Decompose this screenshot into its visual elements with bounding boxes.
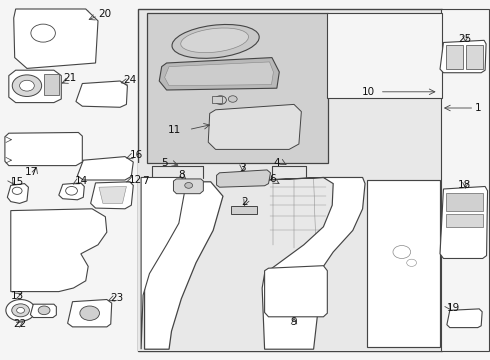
Text: 24: 24 (123, 75, 137, 85)
Text: 7: 7 (143, 176, 149, 186)
Polygon shape (9, 70, 61, 103)
Text: 11: 11 (168, 125, 181, 135)
Polygon shape (440, 40, 486, 73)
Text: 15: 15 (11, 177, 24, 187)
Polygon shape (30, 304, 56, 318)
Text: 1: 1 (474, 103, 481, 113)
Polygon shape (145, 182, 223, 349)
Circle shape (12, 75, 42, 96)
Text: 17: 17 (25, 167, 39, 177)
Text: 13: 13 (11, 291, 24, 301)
Circle shape (215, 96, 226, 104)
Polygon shape (141, 177, 186, 349)
Polygon shape (217, 170, 270, 187)
Text: 3: 3 (239, 163, 246, 173)
Bar (231, 206, 257, 214)
Bar (212, 96, 222, 103)
Bar (44, 74, 59, 95)
Bar (147, 13, 328, 163)
Bar (138, 163, 442, 351)
Polygon shape (14, 9, 98, 68)
Bar (446, 193, 483, 211)
Circle shape (6, 300, 35, 321)
Text: 9: 9 (291, 317, 297, 327)
Text: 25: 25 (458, 34, 471, 44)
Polygon shape (447, 309, 482, 328)
Bar (446, 214, 483, 227)
Ellipse shape (172, 24, 259, 58)
Text: 6: 6 (270, 174, 276, 184)
Text: 14: 14 (74, 176, 88, 186)
Bar (466, 45, 483, 69)
Text: 20: 20 (98, 9, 111, 19)
Polygon shape (440, 186, 488, 258)
Polygon shape (159, 58, 279, 90)
Text: 16: 16 (130, 150, 143, 160)
Text: 10: 10 (362, 87, 375, 97)
Polygon shape (5, 132, 82, 166)
Bar (138, 9, 442, 351)
Polygon shape (68, 300, 112, 327)
Polygon shape (76, 81, 127, 107)
Bar (327, 13, 442, 98)
Polygon shape (59, 183, 84, 200)
Circle shape (80, 306, 99, 320)
Text: 23: 23 (110, 293, 123, 303)
Text: 5: 5 (161, 158, 168, 168)
Bar (441, 9, 489, 351)
Circle shape (185, 183, 193, 188)
Polygon shape (91, 182, 133, 209)
Polygon shape (265, 266, 327, 317)
Text: 18: 18 (458, 180, 471, 190)
Circle shape (38, 306, 50, 315)
Text: 22: 22 (13, 319, 26, 329)
Polygon shape (7, 184, 28, 203)
Circle shape (20, 80, 34, 91)
Circle shape (12, 304, 29, 317)
Polygon shape (165, 62, 273, 86)
Circle shape (228, 96, 237, 102)
Text: 21: 21 (64, 73, 77, 84)
Circle shape (17, 307, 24, 313)
Text: 4: 4 (273, 158, 280, 168)
Text: 8: 8 (178, 170, 185, 180)
Ellipse shape (181, 28, 248, 53)
Text: 12: 12 (128, 175, 142, 185)
Polygon shape (77, 157, 133, 180)
Polygon shape (208, 104, 301, 149)
Polygon shape (367, 180, 440, 347)
Text: 2: 2 (242, 197, 248, 207)
Polygon shape (11, 209, 107, 292)
Bar (446, 45, 463, 69)
Polygon shape (173, 179, 203, 194)
Text: 19: 19 (447, 303, 460, 313)
Polygon shape (99, 186, 126, 203)
Polygon shape (262, 177, 365, 349)
